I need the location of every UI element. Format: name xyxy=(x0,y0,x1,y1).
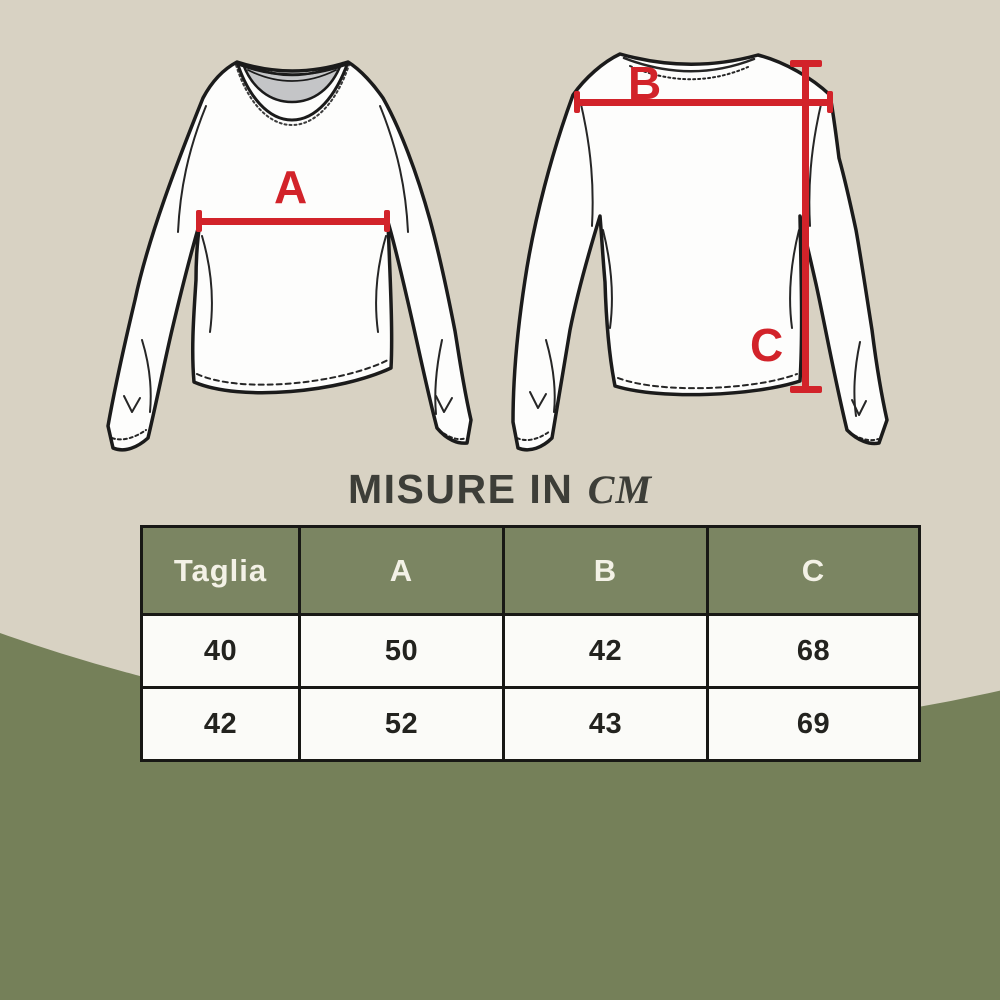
measure-cap xyxy=(790,386,822,393)
measure-cap xyxy=(574,91,580,113)
table-row: 40 50 42 68 xyxy=(140,613,921,689)
cell-b: 43 xyxy=(502,686,709,762)
table-row: 42 52 43 69 xyxy=(140,686,921,762)
col-header-b: B xyxy=(502,525,709,616)
measurement-c-label: C xyxy=(750,319,785,371)
measure-cap xyxy=(384,210,390,232)
col-header-taglia: Taglia xyxy=(140,525,301,616)
size-table: Taglia A B C 40 50 42 68 42 52 43 69 xyxy=(140,525,921,762)
measure-cap xyxy=(196,210,202,232)
measurement-c-line xyxy=(802,64,809,390)
cell-a: 52 xyxy=(298,686,505,762)
measurement-a-line xyxy=(199,218,387,225)
measurement-a-label: A xyxy=(274,161,309,213)
col-header-c: C xyxy=(706,525,921,616)
measure-cap xyxy=(790,60,822,67)
shirt-front-illustration-icon xyxy=(90,40,490,460)
page-title: MISURE IN CM xyxy=(0,466,1000,513)
measurement-b-label: B xyxy=(628,57,663,109)
cell-b: 42 xyxy=(502,613,709,689)
title-text: MISURE IN xyxy=(347,466,574,512)
cell-c: 69 xyxy=(706,686,921,762)
size-table-header-row: Taglia A B C xyxy=(140,525,921,616)
cell-a: 50 xyxy=(298,613,505,689)
cell-c: 68 xyxy=(706,613,921,689)
cell-size: 42 xyxy=(140,686,301,762)
title-unit: CM xyxy=(587,467,653,512)
shirt-back-illustration-icon xyxy=(500,40,920,460)
cell-size: 40 xyxy=(140,613,301,689)
measurement-b-line xyxy=(577,99,831,106)
measure-cap xyxy=(827,91,833,113)
col-header-a: A xyxy=(298,525,505,616)
